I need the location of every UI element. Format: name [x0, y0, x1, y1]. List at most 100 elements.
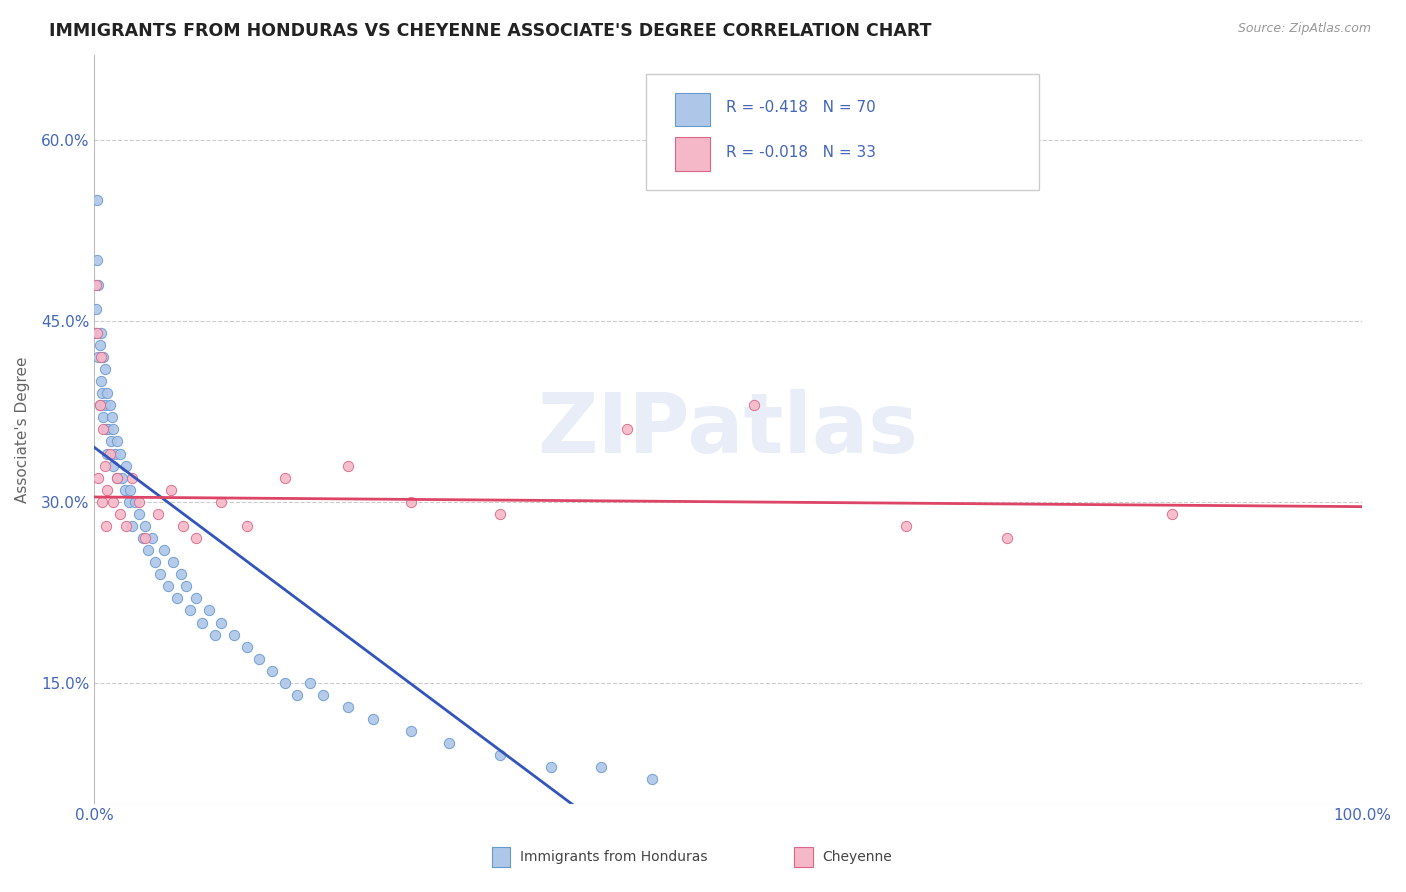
Point [235, 640, 257, 654]
Point [174, 579, 197, 593]
Point [149, 567, 172, 582]
Point [90, 350, 112, 364]
Point [1160, 507, 1182, 521]
Point [91, 386, 114, 401]
Point [179, 603, 201, 617]
Point [118, 495, 141, 509]
Point [172, 519, 194, 533]
Point [90, 374, 112, 388]
Point [93, 350, 115, 364]
Point [204, 627, 226, 641]
Point [143, 555, 166, 569]
Point [128, 495, 150, 509]
Point [97, 422, 120, 436]
Text: IMMIGRANTS FROM HONDURAS VS CHEYENNE ASSOCIATE'S DEGREE CORRELATION CHART: IMMIGRANTS FROM HONDURAS VS CHEYENNE ASS… [49, 22, 932, 40]
Point [103, 422, 125, 436]
Text: Source: ZipAtlas.com: Source: ZipAtlas.com [1237, 22, 1371, 36]
Point [96, 446, 118, 460]
Point [298, 676, 321, 690]
Point [94, 519, 117, 533]
Point [89, 398, 111, 412]
Point [131, 531, 153, 545]
Point [121, 519, 143, 533]
Point [115, 458, 138, 473]
Point [209, 495, 232, 509]
Point [162, 555, 184, 569]
Point [401, 495, 423, 509]
Point [159, 483, 181, 497]
Point [100, 434, 122, 449]
Point [166, 591, 188, 606]
Point [86, 253, 108, 268]
Point [169, 567, 191, 582]
Point [115, 519, 138, 533]
Point [101, 410, 124, 425]
Point [134, 531, 156, 545]
Point [136, 543, 159, 558]
Point [84, 301, 107, 316]
Point [89, 338, 111, 352]
FancyBboxPatch shape [645, 74, 1039, 190]
Point [363, 712, 385, 726]
Point [141, 531, 163, 545]
Point [260, 664, 283, 678]
Point [105, 471, 128, 485]
Point [273, 471, 295, 485]
Point [93, 422, 115, 436]
Point [894, 519, 917, 533]
Point [93, 410, 115, 425]
Text: Immigrants from Honduras: Immigrants from Honduras [520, 850, 707, 864]
Point [209, 615, 232, 630]
Point [146, 507, 169, 521]
Point [86, 193, 108, 207]
Point [111, 471, 134, 485]
Text: ZIPatlas: ZIPatlas [537, 389, 918, 470]
Point [184, 531, 207, 545]
Point [121, 471, 143, 485]
Point [103, 458, 125, 473]
Y-axis label: Associate's Degree: Associate's Degree [15, 356, 30, 502]
Point [336, 458, 359, 473]
Point [235, 519, 257, 533]
Point [87, 471, 110, 485]
Point [105, 471, 128, 485]
Point [153, 543, 176, 558]
Text: Cheyenne: Cheyenne [823, 850, 893, 864]
Point [489, 507, 512, 521]
Point [84, 277, 107, 292]
Point [118, 483, 141, 497]
Point [191, 615, 214, 630]
Point [156, 579, 179, 593]
FancyBboxPatch shape [675, 93, 710, 127]
Point [96, 483, 118, 497]
Point [90, 326, 112, 340]
Point [104, 446, 127, 460]
Point [124, 495, 146, 509]
Point [616, 422, 638, 436]
Point [93, 362, 115, 376]
Point [98, 446, 121, 460]
Point [285, 688, 308, 702]
Point [87, 277, 110, 292]
Point [247, 652, 270, 666]
Point [89, 398, 111, 412]
Point [84, 326, 107, 340]
Point [311, 688, 333, 702]
FancyBboxPatch shape [675, 137, 710, 171]
Point [93, 458, 115, 473]
Point [93, 398, 115, 412]
Point [197, 603, 219, 617]
Point [591, 760, 613, 774]
Point [134, 519, 156, 533]
Point [96, 386, 118, 401]
Point [87, 350, 110, 364]
Point [128, 507, 150, 521]
Point [108, 507, 131, 521]
Point [91, 495, 114, 509]
Text: R = -0.418   N = 70: R = -0.418 N = 70 [725, 100, 876, 115]
Point [94, 422, 117, 436]
Point [641, 772, 664, 787]
Point [995, 531, 1018, 545]
Point [98, 398, 121, 412]
Point [114, 483, 136, 497]
